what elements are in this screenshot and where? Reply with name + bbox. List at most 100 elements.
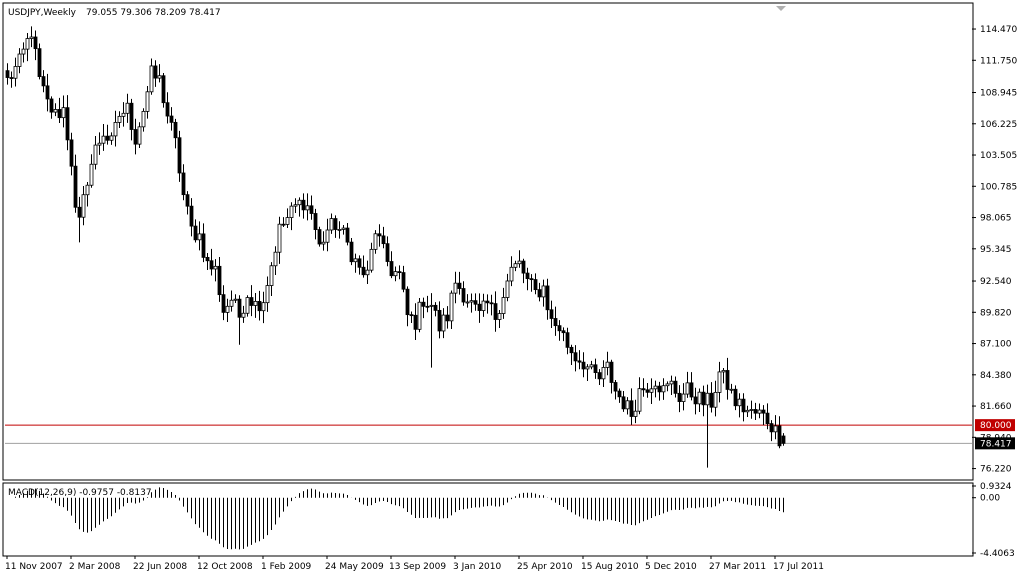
candle-body: [773, 425, 778, 433]
candle-body: [445, 314, 450, 322]
candle-body: [213, 265, 218, 270]
candle-body: [353, 258, 358, 263]
candle-body: [301, 199, 306, 211]
candle-body: [477, 303, 482, 311]
candle-body: [245, 297, 250, 314]
candle-body: [549, 309, 554, 319]
candle-body: [709, 392, 714, 408]
candle-body: [633, 410, 638, 417]
x-tick-label: 25 Apr 2010: [517, 562, 573, 572]
candle-body: [325, 229, 330, 243]
candle-body: [745, 409, 750, 413]
candle-body: [537, 289, 542, 298]
candle-body: [453, 282, 458, 294]
symbol-label: USDJPY,Weekly: [8, 8, 77, 18]
y-tick-label: 87.100: [980, 340, 1012, 350]
macd-label: MACD(12,26,9) -0.9757 -0.8137: [8, 488, 152, 498]
y-tick-label: 81.660: [980, 402, 1012, 412]
y-tick-label: 98.065: [980, 214, 1012, 224]
candle-body: [449, 292, 454, 322]
candle-body: [669, 380, 674, 385]
x-tick-label: 12 Oct 2008: [197, 562, 253, 572]
candle-body: [21, 48, 26, 55]
candle-body: [109, 135, 114, 141]
y-tick-label: 108.945: [980, 89, 1017, 99]
candle-body: [501, 297, 506, 314]
x-tick-label: 27 Mar 2011: [709, 562, 766, 572]
candle-body: [653, 385, 658, 390]
candle-body: [173, 121, 178, 139]
candle-body: [317, 229, 322, 245]
candle-body: [689, 382, 694, 398]
candle-body: [605, 361, 610, 368]
candle-body: [565, 332, 570, 348]
candle-body: [589, 364, 594, 368]
candle-body: [297, 199, 302, 206]
candle-body: [13, 66, 18, 79]
candle-body: [509, 266, 514, 282]
candle-body: [189, 205, 194, 227]
candle-body: [401, 272, 406, 290]
candle-body: [561, 330, 566, 334]
candle-body: [421, 301, 426, 307]
candle-body: [29, 36, 34, 39]
candle-body: [57, 109, 62, 119]
y-tick-label: 106.225: [980, 120, 1017, 130]
macd-y-tick-label: -4.4063: [980, 549, 1015, 559]
candle-body: [93, 144, 98, 165]
candle-body: [457, 282, 462, 289]
candle-body: [257, 301, 262, 312]
candle-body: [49, 98, 54, 113]
x-tick-label: 2 Mar 2008: [69, 562, 121, 572]
candle-body: [521, 260, 526, 274]
candle-body: [505, 280, 510, 298]
candle-body: [597, 372, 602, 380]
candle-body: [685, 382, 690, 395]
candle-body: [333, 218, 338, 230]
candle-body: [729, 388, 734, 391]
candle-body: [665, 383, 670, 387]
candle-body: [569, 346, 574, 354]
candle-body: [693, 396, 698, 405]
candle-body: [149, 65, 154, 93]
candle-body: [305, 205, 310, 211]
candle-body: [493, 303, 498, 320]
candle-body: [273, 251, 278, 267]
candle-body: [405, 288, 410, 316]
macd-y-tick-label: 0.00: [980, 494, 1000, 504]
x-tick-label: 22 Jun 2008: [133, 562, 187, 572]
candle-body: [5, 70, 10, 78]
candle-body: [425, 305, 430, 308]
candle-body: [413, 314, 418, 330]
bid-price-tag: [975, 437, 1015, 450]
candle-body: [781, 435, 786, 444]
candle-body: [61, 107, 66, 119]
candle-body: [241, 312, 246, 318]
macd-pane: [11, 487, 784, 550]
candle-body: [77, 206, 82, 218]
candle-body: [285, 217, 290, 225]
candle-body: [113, 122, 118, 137]
candle-body: [9, 77, 14, 79]
candle-body: [625, 400, 630, 410]
candle-body: [433, 304, 438, 311]
candle-body: [557, 325, 562, 332]
chart-shift-marker-icon[interactable]: [776, 6, 786, 11]
candle-body: [261, 302, 266, 312]
candle-body: [541, 285, 546, 298]
candle-body: [25, 38, 30, 50]
candle-body: [673, 380, 678, 394]
candle-body: [441, 314, 446, 332]
candle-body: [221, 294, 226, 313]
candle-body: [233, 298, 238, 301]
candle-body: [277, 223, 282, 253]
candle-body: [193, 225, 198, 241]
candle-body: [429, 304, 434, 307]
candle-body: [525, 272, 530, 280]
candle-body: [161, 75, 166, 104]
candle-body: [217, 265, 222, 296]
candle-body: [321, 241, 326, 245]
candle-body: [397, 271, 402, 274]
candle-body: [469, 300, 474, 303]
candle-body: [185, 194, 190, 207]
